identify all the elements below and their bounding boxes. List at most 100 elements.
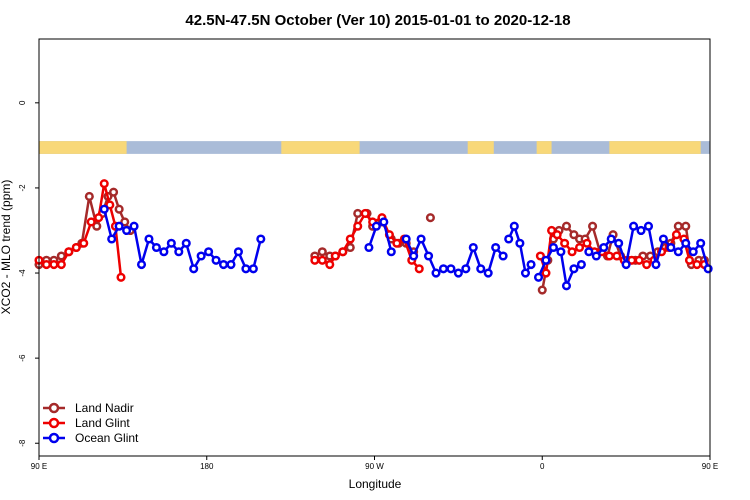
y-axis: 0 -2 -4 -6 -8 (18, 100, 39, 447)
data-point-land-glint (99, 179, 109, 189)
data-point-ocean-glint (520, 268, 531, 278)
data-point-ocean-glint (159, 247, 169, 257)
data-point-ocean-glint (204, 247, 214, 257)
series-line-land-nadir (314, 212, 415, 258)
data-point-land-nadir (569, 230, 579, 240)
data-point-ocean-glint (461, 264, 471, 274)
data-point-land-glint (49, 259, 59, 270)
data-point-ocean-glint (371, 221, 381, 231)
data-point-land-glint (574, 242, 585, 253)
data-point-land-nadir (353, 208, 363, 219)
land-strip-segment (609, 141, 701, 154)
data-point-land-glint (634, 255, 644, 265)
data-point-ocean-glint (468, 242, 478, 253)
y-axis-label: XCO2 - MLO trend (ppm) (0, 180, 13, 315)
data-point-land-nadir (588, 221, 598, 231)
data-point-ocean-glint (114, 221, 124, 231)
x-tick-label: 90 E (702, 462, 718, 471)
data-point-ocean-glint (379, 217, 389, 227)
legend-item-land-nadir: Land Nadir (43, 401, 134, 415)
data-point-ocean-glint (144, 234, 154, 244)
data-point-ocean-glint (658, 234, 668, 244)
data-point-ocean-glint (651, 259, 661, 270)
data-point-land-nadir (537, 285, 547, 295)
data-point-land-glint (552, 230, 562, 240)
data-point-ocean-glint (386, 247, 396, 257)
x-tick-label: 0 (540, 462, 545, 471)
legend-swatch-marker (48, 432, 60, 444)
data-point-ocean-glint (416, 234, 426, 244)
data-point-ocean-glint (548, 242, 558, 253)
data-point-ocean-glint (483, 268, 493, 278)
data-point-ocean-glint (453, 268, 463, 278)
data-point-land-glint (317, 255, 327, 265)
legend-item-ocean-glint: Ocean Glint (43, 431, 139, 445)
data-point-land-nadir (114, 204, 124, 214)
data-point-ocean-glint (174, 247, 184, 257)
data-point-land-nadir (84, 191, 94, 201)
data-point-ocean-glint (643, 221, 654, 231)
data-point-land-glint (582, 238, 592, 248)
data-point-land-glint (692, 259, 702, 270)
legend-label: Land Glint (75, 416, 130, 430)
data-point-ocean-glint (576, 259, 586, 270)
data-point-land-glint (86, 217, 96, 227)
data-point-ocean-glint (233, 247, 243, 257)
data-point-ocean-glint (504, 234, 514, 244)
data-point-land-nadir (92, 221, 102, 231)
data-point-land-nadir (317, 247, 327, 257)
data-point-ocean-glint (591, 251, 601, 261)
data-point-land-glint (345, 234, 355, 244)
legend-label: Ocean Glint (75, 431, 139, 445)
data-point-ocean-glint (498, 251, 508, 261)
data-point-land-glint (325, 259, 335, 270)
legend-swatch-marker (48, 417, 60, 429)
data-point-ocean-glint (226, 259, 236, 270)
data-point-land-nadir (120, 217, 130, 227)
data-point-land-glint (560, 238, 570, 248)
data-point-land-glint (41, 259, 52, 270)
data-point-ocean-glint (584, 247, 594, 257)
data-point-ocean-glint (636, 225, 646, 236)
data-point-ocean-glint (136, 259, 147, 270)
data-point-land-glint (392, 238, 402, 248)
data-point-ocean-glint (629, 221, 639, 231)
data-point-ocean-glint (401, 234, 411, 244)
data-point-land-glint (71, 242, 81, 253)
data-point-ocean-glint (166, 238, 176, 248)
data-point-ocean-glint (431, 268, 441, 278)
data-point-ocean-glint (673, 247, 683, 257)
land-ocean-strip (39, 141, 710, 154)
data-point-land-glint (547, 225, 557, 236)
data-point-ocean-glint (241, 264, 251, 274)
data-point-ocean-glint (122, 225, 132, 236)
data-point-ocean-glint (556, 247, 566, 257)
data-point-land-glint (604, 251, 614, 261)
data-point-land-glint (414, 264, 424, 274)
data-point-ocean-glint (491, 242, 501, 253)
data-point-ocean-glint (248, 264, 258, 274)
legend-item-land-glint: Land Glint (43, 416, 130, 430)
data-point-ocean-glint (688, 247, 698, 257)
data-point-land-glint (612, 251, 622, 261)
data-point-ocean-glint (256, 234, 266, 244)
series-ocean-glint (99, 204, 713, 291)
data-point-land-nadir (561, 221, 572, 231)
data-point-land-glint (56, 259, 66, 270)
data-point-ocean-glint (569, 264, 579, 274)
y-tick-label: -4 (18, 269, 27, 277)
data-point-ocean-glint (526, 259, 536, 270)
data-point-ocean-glint (438, 264, 449, 274)
data-point-land-glint (684, 255, 695, 265)
land-strip-segment (467, 141, 494, 154)
x-tick-label: 90 W (365, 462, 384, 471)
data-point-ocean-glint (446, 264, 456, 274)
data-point-land-glint (338, 247, 348, 257)
data-point-ocean-glint (196, 251, 206, 261)
x-axis-label: Longitude (349, 477, 402, 491)
y-tick-label: -6 (18, 354, 27, 362)
data-point-ocean-glint (681, 238, 691, 248)
data-point-ocean-glint (621, 259, 631, 270)
data-point-ocean-glint (515, 238, 525, 248)
